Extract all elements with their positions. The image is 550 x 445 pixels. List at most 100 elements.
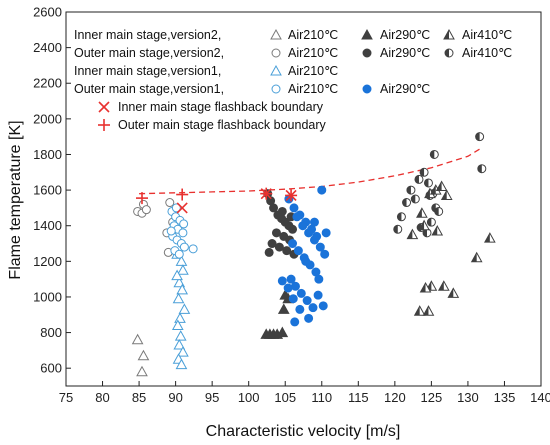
data-point (131, 333, 144, 345)
data-point (318, 301, 328, 311)
data-point (413, 305, 426, 316)
data-point (178, 303, 191, 314)
x-tick-label: 110 (311, 390, 332, 405)
x-tick-label: 80 (95, 390, 109, 405)
legend-entry-outer-v2-air290: Air290℃ (380, 46, 430, 60)
data-point (172, 292, 185, 304)
x-tick-label: 100 (238, 390, 260, 405)
data-point (174, 312, 186, 323)
x-tick-label: 125 (421, 390, 443, 405)
legend-entry-outer-v2-air410: Air410℃ (462, 46, 512, 60)
x-tick-label: 95 (205, 390, 219, 405)
legend-entry-outer-v1-air210: Air210℃ (288, 82, 338, 96)
data-point (406, 228, 419, 240)
data-point (426, 217, 436, 227)
data-point (419, 282, 432, 293)
data-point (288, 224, 298, 234)
data-point (171, 319, 184, 330)
y-tick-label: 2400 (33, 40, 62, 55)
data-point (188, 244, 198, 254)
data-point (290, 281, 300, 291)
data-point (406, 185, 416, 195)
data-point (414, 174, 424, 184)
data-point (174, 330, 187, 341)
data-point (177, 346, 189, 357)
data-point (276, 326, 289, 338)
data-point (429, 149, 439, 159)
y-tick-label: 600 (40, 361, 62, 376)
data-point (298, 221, 308, 231)
data-point (274, 242, 284, 252)
data-point (393, 224, 403, 234)
y-tick-label: 1000 (33, 289, 62, 304)
y-tick-label: 1400 (33, 218, 62, 233)
data-point (477, 164, 487, 174)
x-axis-ticks: 75 80 85 90 95 100 105 110 115 120 125 130 135 140 (59, 381, 550, 405)
data-point (179, 242, 189, 252)
data-point (178, 228, 188, 238)
data-point (165, 198, 175, 208)
x-tick-label: 115 (348, 390, 369, 405)
data-point (296, 288, 306, 298)
data-point (440, 189, 453, 200)
data-point (419, 167, 429, 177)
data-point (136, 365, 148, 377)
data-point (260, 187, 273, 200)
legend-marker (98, 119, 110, 131)
data-point (173, 276, 186, 288)
y-tick-label: 800 (40, 325, 62, 340)
data-point (277, 276, 287, 286)
data-point (267, 239, 277, 249)
data-point (173, 339, 186, 350)
data-point (416, 207, 428, 218)
legend-entry-outer-flashback: Outer main stage flashback boundary (118, 118, 327, 132)
y-tick-label: 2000 (33, 111, 62, 126)
data-point (314, 274, 324, 284)
legend-entry-inner-v2-air290: Air290℃ (380, 28, 430, 42)
data-point (304, 313, 314, 323)
data-point (289, 203, 299, 213)
data-point (304, 228, 314, 238)
data-point (166, 226, 176, 236)
legend-marker (270, 64, 282, 76)
data-point (136, 192, 148, 205)
data-point (171, 269, 183, 281)
data-point (285, 189, 298, 202)
legend-markers (98, 28, 455, 131)
data-point (271, 228, 281, 238)
legend-row-label-inner-v1: Inner main stage,version1, (74, 64, 221, 78)
x-tick-label: 140 (530, 390, 550, 405)
legend-entry-inner-v2-air410: Air410℃ (462, 28, 512, 42)
data-point (171, 203, 181, 213)
legend-marker (271, 84, 281, 94)
data-point (315, 242, 325, 252)
data-points (131, 132, 496, 377)
data-point (470, 251, 483, 263)
x-tick-label: 85 (132, 390, 146, 405)
y-axis-label: Flame temperature [K] (7, 120, 24, 279)
data-point (283, 283, 293, 293)
data-point (475, 132, 485, 142)
data-point (422, 228, 432, 238)
data-point (321, 228, 331, 238)
x-tick-label: 130 (457, 390, 479, 405)
x-tick-label: 135 (494, 390, 516, 405)
data-point (422, 305, 435, 316)
data-point (177, 264, 189, 275)
data-point (320, 249, 330, 259)
data-point (176, 202, 188, 214)
data-point (137, 349, 150, 361)
legend: Inner main stage,version2, Outer main st… (74, 28, 512, 132)
legend-marker (443, 28, 455, 40)
data-point (179, 219, 189, 229)
y-tick-label: 1600 (33, 183, 62, 198)
data-point (431, 225, 444, 236)
data-point (447, 287, 460, 298)
data-point (277, 303, 290, 314)
x-tick-label: 120 (384, 390, 406, 405)
data-point (264, 247, 274, 257)
data-point (317, 185, 327, 195)
legend-marker (361, 28, 373, 40)
legend-row-label-outer-v1: Outer main stage,version1, (74, 82, 224, 96)
